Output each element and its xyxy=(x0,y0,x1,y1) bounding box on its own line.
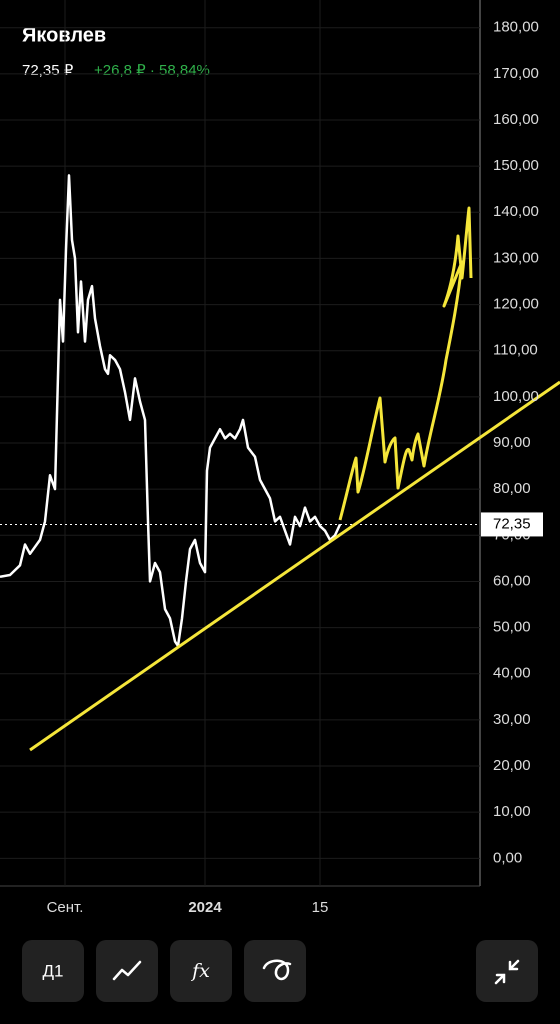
indicators-button[interactable] xyxy=(170,940,232,1002)
line-icon xyxy=(112,960,142,981)
last-price-box xyxy=(481,512,543,537)
x-tick-label: 15 xyxy=(312,899,329,916)
y-tick-label: 160,00 xyxy=(493,111,539,128)
y-tick-label: 140,00 xyxy=(493,203,539,220)
y-tick-label: 110,00 xyxy=(493,342,538,359)
forecast-annotation xyxy=(338,206,473,521)
y-tick-label: 50,00 xyxy=(493,619,531,636)
collapse-button[interactable] xyxy=(476,940,538,1002)
last-price-label: 72,35 xyxy=(493,515,531,532)
y-tick-label: 180,00 xyxy=(493,19,539,36)
y-tick-label: 150,00 xyxy=(493,157,539,174)
y-tick-label: 60,00 xyxy=(493,572,531,589)
plot xyxy=(0,0,480,886)
y-tick-label: 170,00 xyxy=(493,65,539,82)
trend-annotation xyxy=(29,380,560,752)
y-tick-label: 80,00 xyxy=(493,480,531,497)
y-tick-label: 20,00 xyxy=(493,757,531,774)
indicators-label: fx xyxy=(190,960,210,982)
y-tick-label: 90,00 xyxy=(493,434,531,451)
x-tick-label: Сент. xyxy=(47,899,84,916)
period-label: Д1 xyxy=(43,961,64,980)
y-tick-label: 130,00 xyxy=(493,249,539,266)
y-tick-label: 10,00 xyxy=(493,803,531,820)
period-button[interactable] xyxy=(22,940,84,1002)
y-tick-label: 0,00 xyxy=(493,849,522,866)
price-line xyxy=(0,174,342,648)
toolbar: Д1 fx xyxy=(22,940,538,1002)
y-tick-label: 40,00 xyxy=(493,665,531,682)
y-tick-label: 120,00 xyxy=(493,296,539,313)
chart-type-button[interactable] xyxy=(96,940,158,1002)
price: 72,35 ₽ xyxy=(22,62,74,79)
y-tick-label: 100,00 xyxy=(493,388,539,405)
collapse-icon xyxy=(494,959,520,985)
y-tick-label: 30,00 xyxy=(493,711,531,728)
change: +26,8 ₽ · 58,84% xyxy=(94,62,210,79)
chart-title: Яковлев xyxy=(22,24,106,46)
draw-icon xyxy=(262,959,292,981)
x-tick-label: 2024 xyxy=(188,899,222,916)
